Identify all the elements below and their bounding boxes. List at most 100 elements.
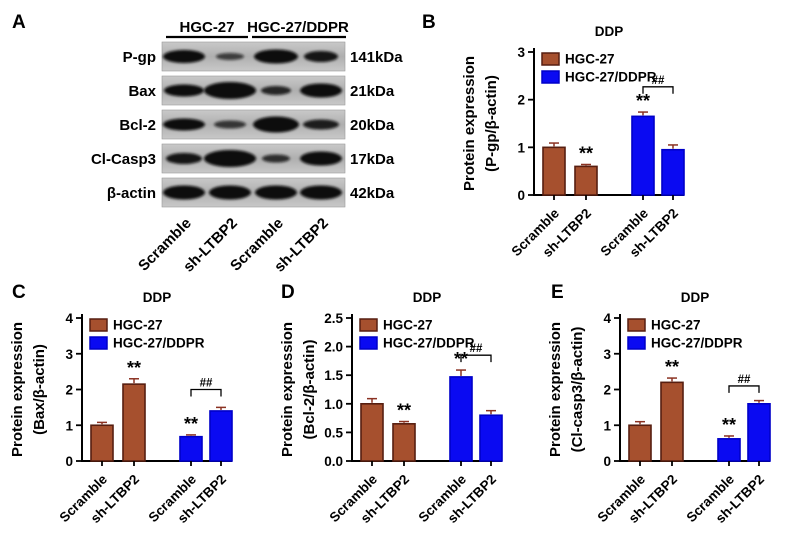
blot-band [163,50,205,63]
bar-sh-LTBP2 [122,383,146,462]
y-tick-label: 2 [65,383,73,398]
y-tick-label: 4 [603,311,611,326]
y-tick-label: 3 [603,347,611,362]
legend-swatch [89,318,108,332]
blot-band [166,153,202,164]
protein-label: β-actin [107,185,156,202]
chart-title: DDP [143,290,172,305]
blot-band [254,49,298,64]
y-tick-label: 0 [603,454,611,469]
panel-letter-d: D [281,282,295,303]
panel-letter-a: A [12,12,26,33]
y-tick-label: 2.5 [324,311,343,326]
legend-label: HGC-27/DDPR [565,70,657,85]
protein-label: Cl-Casp3 [91,151,156,168]
kda-label: 21kDa [350,83,395,100]
significance-hash: ## [200,378,213,390]
group-label-hgc27: HGC-27 [179,19,234,36]
blot-band [304,51,338,62]
group-label-hgc27ddpr: HGC-27/DDPR [247,19,349,36]
legend-label: HGC-27/DDPR [651,336,743,351]
bar-Scramble [542,146,566,196]
y-tick-label: 0.5 [324,425,343,440]
bar-Scramble [360,403,384,462]
bar-sh-LTBP2 [209,410,233,462]
y-axis-label-line1: Protein expression [9,322,26,457]
bar-sh-LTBP2 [392,423,416,462]
legend-label: HGC-27/DDPR [383,336,475,351]
blot-band [253,116,299,133]
legend-swatch [541,70,560,84]
blot-band [164,84,204,97]
y-tick-label: 3 [517,45,525,60]
y-tick-label: 0.0 [324,454,343,469]
significance-stars: ** [397,401,411,421]
y-axis-label-line1: Protein expression [279,322,296,457]
bar-sh-LTBP2 [747,403,771,462]
legend-swatch [627,336,646,350]
significance-stars: ** [665,357,679,377]
blot-band [216,53,244,60]
protein-label: Bax [128,83,156,100]
significance-stars: ** [184,414,198,434]
bar-sh-LTBP2 [660,381,684,462]
y-axis-label-line2: (Cl-casp3/β-actin) [569,327,586,453]
kda-label: 17kDa [350,151,395,168]
blot-band [261,86,291,95]
significance-stars: ** [636,91,650,111]
y-tick-label: 3 [65,347,73,362]
blot-band [163,118,205,131]
legend-label: HGC-27 [651,318,701,333]
legend-swatch [627,318,646,332]
legend-label: HGC-27 [383,318,433,333]
y-axis-label-line2: (P-gp/β-actin) [483,75,500,172]
bar-sh-LTBP2 [479,414,503,462]
protein-label: P-gp [123,49,156,66]
chart-bcl2: DDP Protein expression (Bcl-2/β-actin) 0.0 0… [279,290,503,526]
y-tick-label: 1 [517,140,525,155]
y-tick-label: 4 [65,311,73,326]
panel-letter-b: B [422,12,436,33]
bar-Scramble [628,424,652,462]
legend-label: HGC-27 [565,52,615,67]
y-axis-label-line2: (Bax/β-actin) [31,344,48,435]
bar-sh-LTBP2 [574,165,598,196]
kda-label: 20kDa [350,117,395,134]
significance-hash: ## [738,374,751,386]
bar-Scramble [179,435,203,462]
blot-band [163,185,205,200]
chart-title: DDP [595,24,624,39]
blot-band [255,185,297,200]
significance-bracket [460,354,492,363]
significance-bracket [190,388,222,397]
significance-hash: ## [652,75,665,87]
protein-label: Bcl-2 [119,117,156,134]
significance-stars: ** [722,415,736,435]
western-blot-panel: HGC-27 HGC-27/DDPR P-gp 141kDa Bax 21kDa Bcl-2… [91,19,403,276]
y-tick-label: 2.0 [324,340,343,355]
kda-label: 42kDa [350,185,395,202]
blot-band [300,151,342,166]
y-tick-label: 1.5 [324,368,343,383]
significance-bracket [642,86,674,94]
y-axis-label-line1: Protein expression [461,56,478,191]
blot-band [262,154,290,163]
blot-band [300,185,342,200]
bar-Scramble [90,424,114,462]
y-axis-label-line1: Protein expression [547,322,564,457]
y-tick-label: 1.0 [324,397,343,412]
blot-band [209,185,251,200]
kda-label: 141kDa [350,49,403,66]
blot-band [300,83,342,98]
panel-letter-e: E [551,282,564,303]
significance-stars: ** [127,358,141,378]
legend-swatch [359,318,378,332]
bar-Scramble [631,115,655,196]
panel-letter-c: C [12,282,26,303]
bar-sh-LTBP2 [661,148,685,196]
blot-band [303,119,339,130]
chart-title: DDP [413,290,442,305]
